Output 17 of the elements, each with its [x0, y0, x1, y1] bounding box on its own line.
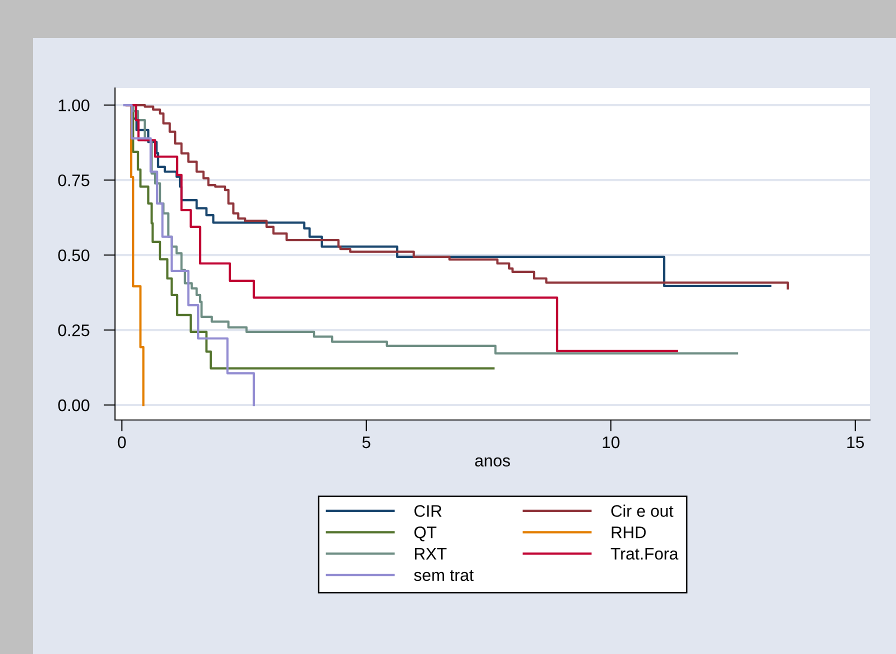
legend-label: QT	[414, 526, 436, 542]
x-tick-label: 15	[847, 436, 864, 448]
y-tick-label: 0.25	[58, 324, 90, 336]
y-tick-label: 0.00	[58, 399, 90, 412]
legend-label: Cir e out	[611, 504, 674, 517]
legend-label: CIR	[414, 505, 442, 517]
y-tick-label: 0.75	[58, 174, 90, 186]
legend-label: sem trat	[414, 570, 474, 582]
y-tick-label: 0.50	[58, 249, 90, 262]
legend-label: RHD	[612, 526, 646, 538]
x-tick-label: 0	[118, 436, 126, 448]
y-tick-label: 1.00	[58, 99, 90, 112]
legend-label: RXT	[414, 548, 447, 560]
x-axis-title: anos	[475, 457, 510, 467]
x-tick-label: 5	[362, 436, 370, 448]
legend-label: Trat.Fora	[610, 548, 678, 560]
x-tick-label: 10	[602, 436, 620, 448]
